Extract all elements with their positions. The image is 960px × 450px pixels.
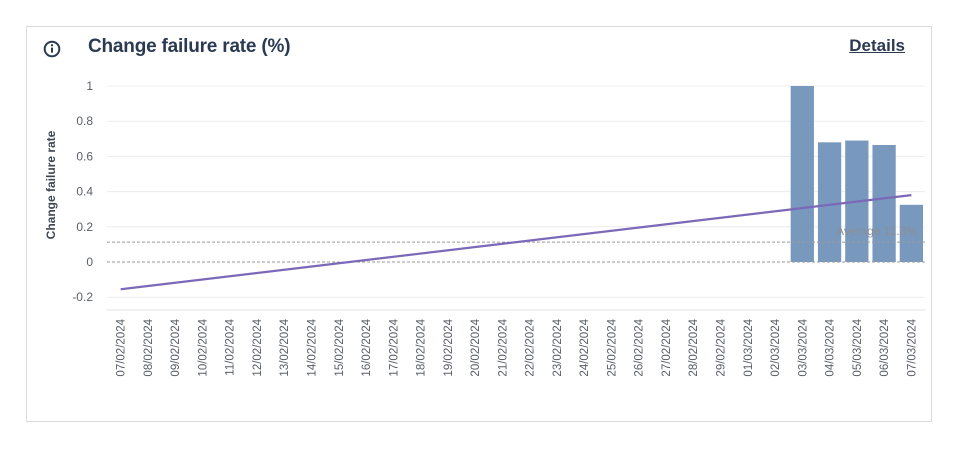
reference-lines: Average 11.3% (107, 224, 925, 263)
y-tick-labels: -0.2 0 0.2 0.4 0.6 0.8 1 (72, 79, 93, 304)
y-tick-label: 0.6 (76, 149, 93, 163)
chart-title: Change failure rate (%) (88, 36, 291, 57)
y-axis-title: Change failure rate (44, 130, 58, 239)
x-tick-label: 02/03/2024 (770, 318, 782, 376)
bar[interactable] (817, 142, 842, 262)
x-tick-label: 20/02/2024 (470, 318, 482, 376)
y-tick-label: 1 (86, 79, 93, 93)
x-tick-label: 18/02/2024 (416, 318, 428, 376)
grid-lines (107, 85, 925, 311)
x-tick-label: 12/02/2024 (252, 318, 264, 376)
x-tick-label: 06/03/2024 (879, 318, 891, 376)
x-tick-label: 26/02/2024 (634, 318, 646, 376)
x-tick-labels: 07/02/2024 08/02/2024 09/02/2024 10/02/2024… (116, 318, 919, 376)
x-tick-label: 19/02/2024 (443, 318, 455, 376)
x-tick-label: 10/02/2024 (197, 318, 209, 376)
chart-area: -0.200.20.40.60.81 07/02/2024 08/02/2024 0… (44, 79, 925, 377)
x-tick-label: 23/02/2024 (552, 318, 564, 376)
y-tick-label: 0.8 (76, 114, 93, 128)
x-tick-label: 27/02/2024 (661, 318, 673, 376)
x-tick-label: 16/02/2024 (361, 318, 373, 376)
trend-line-group (120, 194, 912, 291)
info-circle-icon[interactable] (43, 40, 61, 58)
x-tick-label: 08/02/2024 (143, 318, 155, 376)
x-tick-label: 14/02/2024 (307, 318, 319, 376)
x-tick-label: 17/02/2024 (388, 318, 400, 376)
y-tick-label: 0 (86, 255, 93, 269)
x-tick-label: 01/03/2024 (743, 318, 755, 376)
x-tick-label: 29/02/2024 (716, 318, 728, 376)
x-tick-label: 22/02/2024 (525, 318, 537, 376)
x-tick-label: 05/03/2024 (852, 318, 864, 376)
y-tick-label: 0.2 (76, 220, 93, 234)
change-failure-rate-card: Change failure rate (%) Details -0.2 0 0.2… (26, 26, 932, 422)
x-tick-label: 04/03/2024 (825, 318, 837, 376)
x-tick-label: 25/02/2024 (606, 318, 618, 376)
x-tick-label: 13/02/2024 (279, 318, 291, 376)
details-link[interactable]: Details (849, 36, 905, 55)
bar[interactable] (872, 144, 896, 262)
y-tick-label: 0.4 (76, 185, 93, 199)
x-tick-label: 09/02/2024 (170, 318, 182, 376)
x-tick-label: 07/02/2024 (116, 318, 128, 376)
x-tick-label: 03/03/2024 (797, 318, 809, 376)
x-tick-label: 24/02/2024 (579, 318, 591, 376)
x-tick-label: 21/02/2024 (497, 318, 509, 376)
trend-line (120, 194, 912, 291)
x-tick-label: 07/03/2024 (906, 318, 918, 376)
y-tick-label: -0.2 (72, 290, 93, 304)
bar[interactable] (899, 204, 923, 262)
x-tick-label: 15/02/2024 (334, 318, 346, 376)
x-tick-label: 28/02/2024 (688, 318, 700, 376)
bars (790, 86, 923, 262)
average-label: Average 11.3% (836, 224, 917, 238)
x-tick-label: 11/02/2024 (225, 318, 237, 375)
bar[interactable] (790, 86, 814, 262)
card-header: Change failure rate (%) Details (27, 27, 931, 67)
